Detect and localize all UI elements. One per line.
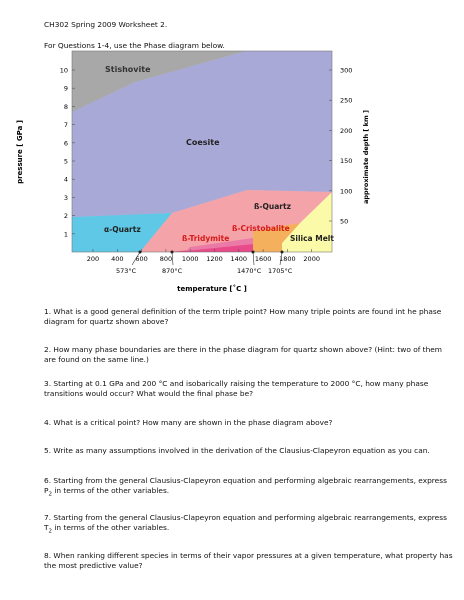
- temperature-axis-ticks: 200 400 600 800 1000 1200 1400 1600 1800 2000: [87, 249, 320, 263]
- stishovite-region: [72, 51, 246, 112]
- transition-leader-573: [131, 251, 141, 266]
- pressure-tick-label: 10: [60, 67, 68, 75]
- transition-label-870: 870°C: [162, 267, 183, 275]
- question-7-text-before: Starting from the general Clausius-Clape…: [44, 513, 447, 533]
- pressure-tick-label: 7: [64, 121, 68, 129]
- pressure-axis-ticks: 10 9 8 7 6 5 4 3 2 1: [60, 67, 75, 238]
- stishovite-label: Stishovite: [105, 65, 151, 74]
- beta-quartz-label: ß-Quartz: [254, 202, 291, 211]
- transition-label-573: 573°C: [116, 267, 137, 275]
- question-5-number: 5.: [44, 446, 52, 455]
- question-6: 6. Starting from the general Clausius-Cl…: [44, 476, 454, 500]
- question-1-text: What is a good general definition of the…: [44, 307, 442, 327]
- question-1-number: 1.: [44, 307, 52, 316]
- question-4-text: What is a critical point? How many are s…: [53, 418, 333, 427]
- question-3-number: 3.: [44, 379, 52, 388]
- pressure-axis-label: pressure [ GPa ]: [16, 120, 24, 184]
- transition-point-870: [170, 250, 174, 254]
- transition-leader-1705: [279, 251, 283, 266]
- depth-tick-label: 200: [340, 127, 352, 135]
- beta-cristobalite-label: ß-Cristobalite: [232, 224, 290, 233]
- alpha-quartz-region: [72, 213, 172, 252]
- silica-melt-label: Silica Melt: [290, 234, 334, 243]
- depth-tick-label: 50: [340, 218, 348, 226]
- pressure-tick-label: 3: [64, 194, 68, 202]
- pressure-tick-label: 5: [64, 158, 68, 166]
- transition-leader-870: [171, 251, 174, 266]
- temperature-tick-label: 2000: [303, 255, 320, 263]
- coesite-region: [72, 51, 332, 217]
- depth-axis-ticks: 300 250 200 150 100 50: [329, 67, 352, 226]
- question-8: 8. When ranking different species in ter…: [44, 551, 454, 572]
- question-3: 3. Starting at 0.1 GPa and 200 °C and is…: [44, 379, 454, 400]
- question-4-number: 4.: [44, 418, 52, 427]
- depth-tick-label: 150: [340, 157, 352, 165]
- question-7-text-after: in terms of the other variables.: [52, 523, 170, 533]
- silica-melt-region: [282, 192, 332, 252]
- depth-axis-label: approximate depth [ km ]: [362, 110, 370, 204]
- temperature-tick-label: 1600: [255, 255, 272, 263]
- question-5-text: Write as many assumptions involved in th…: [53, 446, 430, 455]
- temperature-tick-label: 1400: [231, 255, 248, 263]
- pressure-tick-label: 4: [64, 176, 68, 184]
- temperature-tick-label: 1000: [182, 255, 199, 263]
- plot-frame: [71, 50, 333, 253]
- question-2: 2. How many phase boundaries are there i…: [44, 345, 454, 366]
- question-6-text-after: in terms of the other variables.: [51, 486, 170, 496]
- beta-tridymite-label: ß-Tridymite: [182, 234, 229, 243]
- pressure-tick-label: 2: [64, 212, 68, 220]
- question-4: 4. What is a critical point? How many ar…: [44, 418, 454, 428]
- question-1: 1. What is a good general definition of …: [44, 307, 454, 328]
- question-8-text: When ranking different species in terms …: [44, 551, 453, 571]
- pressure-tick-label: 1: [64, 230, 68, 238]
- pressure-tick-label: 8: [64, 103, 68, 111]
- transition-point-1470: [251, 250, 255, 254]
- question-3-text: Starting at 0.1 GPa and 200 °C and isoba…: [44, 379, 429, 399]
- transition-label-1705: 1705°C: [268, 267, 293, 275]
- temperature-tick-label: 400: [111, 255, 123, 263]
- temperature-tick-label: 200: [87, 255, 99, 263]
- beta-tridymite-transition-band: [186, 238, 253, 251]
- temperature-axis-label: temperature [˚C ]: [177, 285, 247, 293]
- quartz-phase-diagram: 10 9 8 7 6 5 4 3 2 1 300 250 200 150 100 50 200 400 600 8…: [16, 50, 370, 293]
- question-6-subscript: 2: [48, 491, 52, 498]
- temperature-tick-label: 1800: [279, 255, 296, 263]
- question-6-text-before: Starting from the general Clausius-Clape…: [44, 476, 447, 496]
- pressure-tick-label: 6: [64, 139, 68, 147]
- temperature-tick-label: 1200: [206, 255, 223, 263]
- coesite-label: Coesite: [186, 138, 220, 147]
- depth-tick-label: 100: [340, 187, 352, 195]
- transition-point-1705: [280, 250, 284, 254]
- pressure-tick-label: 9: [64, 85, 68, 93]
- beta-cristobalite-region: [253, 223, 300, 252]
- question-2-number: 2.: [44, 345, 52, 354]
- depth-tick-label: 300: [340, 67, 352, 75]
- question-7-number: 7.: [44, 513, 52, 522]
- question-8-number: 8.: [44, 551, 52, 560]
- question-7-subscript: 2: [48, 528, 53, 535]
- alpha-quartz-label: α-Quartz: [104, 225, 141, 234]
- depth-tick-label: 250: [340, 97, 352, 105]
- questions-instruction: For Questions 1-4, use the Phase diagram…: [44, 41, 225, 50]
- worksheet-title: CH302 Spring 2009 Worksheet 2.: [44, 20, 168, 29]
- question-5: 5. Write as many assumptions involved in…: [44, 446, 454, 456]
- temperature-tick-label: 600: [135, 255, 147, 263]
- transition-label-1470: 1470°C: [237, 267, 262, 275]
- question-7: 7. Starting from the general Clausius-Cl…: [44, 513, 454, 537]
- temperature-tick-label: 800: [160, 255, 172, 263]
- transition-leader-1470: [252, 251, 255, 266]
- transition-point-573: [138, 250, 142, 254]
- question-2-text: How many phase boundaries are there in t…: [44, 345, 442, 365]
- question-6-number: 6.: [44, 476, 52, 485]
